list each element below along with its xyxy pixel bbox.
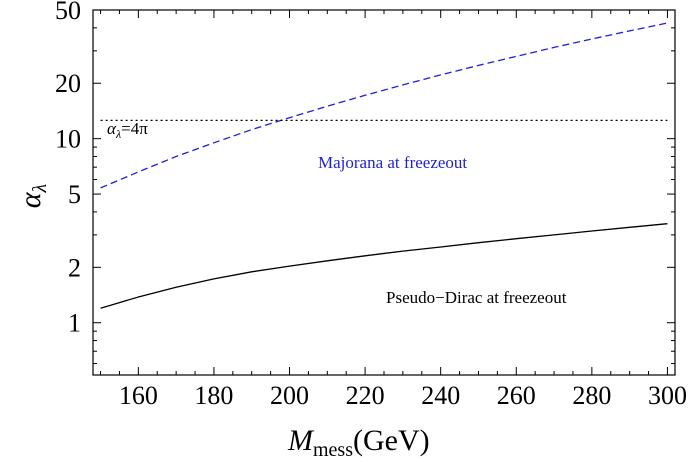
x-tick-label: 240 (421, 381, 460, 410)
plot-frame (92, 9, 676, 376)
x-axis-label: Mmess(GeV) (287, 424, 430, 461)
x-tick-label: 220 (346, 381, 385, 410)
axis-ticks: 160 180 200 220 240 260 280 300 1 2 5 10 20 50 (55, 0, 687, 410)
pseudodirac-label: Pseudo−Dirac at freezeout (386, 288, 567, 307)
x-tick-label: 300 (648, 381, 687, 410)
x-tick-label: 280 (572, 381, 611, 410)
x-tick-label: 260 (497, 381, 536, 410)
limit-label: αλ=4π (107, 119, 148, 141)
series-line-0 (100, 22, 668, 189)
x-tick-label: 180 (194, 381, 233, 410)
y-tick-label: 2 (68, 253, 81, 282)
y-tick-label: 50 (55, 0, 81, 25)
y-tick-label: 1 (68, 309, 81, 338)
x-tick-label: 200 (270, 381, 309, 410)
y-tick-label: 10 (55, 125, 81, 154)
y-axis-label-group: αλ (14, 183, 51, 208)
data-lines (100, 22, 668, 309)
y-tick-label: 20 (55, 69, 81, 98)
y-axis-label: αλ (14, 183, 51, 208)
y-tick-label: 5 (68, 180, 81, 209)
majorana-label: Majorana at freezeout (318, 153, 467, 172)
series-line-1 (100, 223, 668, 309)
x-tick-label: 160 (119, 381, 158, 410)
